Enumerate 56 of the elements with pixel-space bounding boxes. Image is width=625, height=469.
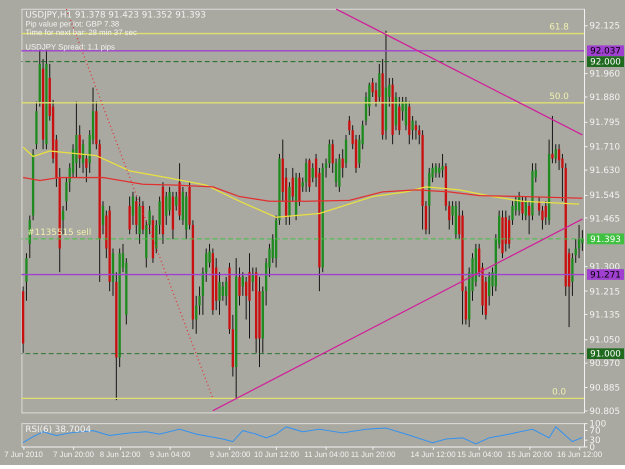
candlestick <box>378 63 380 102</box>
candlestick <box>411 115 414 140</box>
candlestick <box>128 196 131 235</box>
annotation: USDJPY Spread: 1.1 pips <box>25 42 116 52</box>
x-tick-label: 10 Jun 12:00 <box>254 450 300 459</box>
candlestick <box>434 162 438 178</box>
candlestick <box>581 230 584 252</box>
ref-line-label: 92.000 <box>590 58 621 68</box>
x-tick-label: 11 Jun 04:00 <box>304 450 350 459</box>
x-tick-label: 7 Jun 2010 <box>4 450 44 459</box>
x-tick-label: 11 Jun 20:00 <box>350 450 396 459</box>
x-tick-label: 9 Jun 04:00 <box>150 450 192 459</box>
line-series <box>22 426 583 444</box>
x-tick-label: 14 Jun 12:00 <box>410 450 456 459</box>
x-tick-label: 15 Jun 04:00 <box>457 450 503 459</box>
x-tick-label: 8 Jun 12:00 <box>100 450 142 459</box>
candlestick <box>225 276 228 306</box>
line-series <box>22 146 580 218</box>
candlestick <box>312 162 314 183</box>
y-tick-label: 91.465 <box>589 214 620 224</box>
x-tick-label: 9 Jun 20:00 <box>210 450 252 459</box>
candlestick <box>175 191 178 212</box>
y-tick-label: 91.880 <box>589 93 620 104</box>
annotation: 0.0 <box>552 387 566 398</box>
ref-line-label: 91.271 <box>590 270 621 280</box>
y-tick-label: 90.805 <box>589 407 620 418</box>
y-tick-label: 91.630 <box>589 166 620 176</box>
x-tick-label: 15 Jun 20:00 <box>507 450 553 459</box>
candlestick <box>518 191 520 216</box>
candlestick <box>222 281 224 302</box>
y-tick-label: 91.135 <box>589 310 620 321</box>
chart-title: RSI(6) 38.7004 <box>25 424 92 435</box>
y-tick-label: 91.795 <box>589 118 620 128</box>
candlestick <box>244 276 248 320</box>
y-tick-label: 90.885 <box>589 384 620 394</box>
ref-line-label: 91.000 <box>590 350 621 360</box>
y-tick-label: 92.125 <box>589 22 620 32</box>
y-tick-label: 91.960 <box>589 70 620 80</box>
annotation: Time for next bar: 28 min 37 sec <box>25 28 137 38</box>
annotation: 61.8 <box>549 22 569 33</box>
chart-title: USDJPY,H1 91.378 91.423 91.352 91.393 <box>25 10 206 21</box>
y-tick-label: 90.970 <box>589 358 620 369</box>
candlestick <box>528 200 530 235</box>
annotation: 50.0 <box>549 92 569 102</box>
x-tick-label: 7 Jun 20:00 <box>53 450 95 459</box>
y-tick-label: 91.050 <box>589 335 620 346</box>
candlestick <box>544 200 547 226</box>
y-tick-label: 91.710 <box>589 142 620 153</box>
ref-line-label: 91.393 <box>590 234 621 245</box>
y-tick-label: 91.545 <box>589 190 620 201</box>
annotation: Pip value per lot: GBP 7.38 <box>25 19 120 28</box>
candlestick <box>252 267 254 292</box>
candlestick <box>398 96 400 136</box>
y-tick-label: 91.215 <box>589 287 620 298</box>
candlestick <box>165 191 168 226</box>
ref-line-label: 92.037 <box>590 46 621 57</box>
